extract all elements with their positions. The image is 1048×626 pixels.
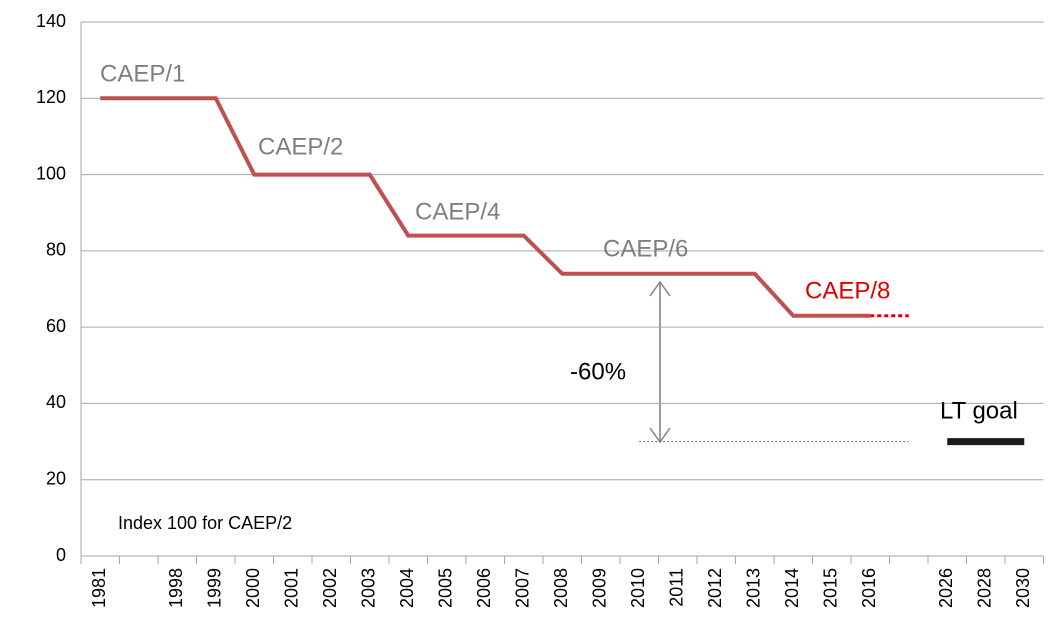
x-tick-label: 2012: [705, 568, 725, 608]
x-tick-label: 1998: [166, 568, 186, 608]
annotation: CAEP/4: [415, 198, 500, 225]
annotation: LT goal: [940, 397, 1018, 424]
x-tick-label: 2002: [320, 568, 340, 608]
y-tick-label: 20: [46, 468, 66, 488]
x-tick-label: 2000: [243, 568, 263, 608]
x-tick-label: 2007: [513, 568, 533, 608]
y-tick-label: 40: [46, 392, 66, 412]
x-tick-label: 2010: [628, 568, 648, 608]
arrow: [649, 280, 671, 444]
annotation: CAEP/8: [805, 277, 890, 304]
annotation: CAEP/6: [603, 235, 688, 262]
x-tick-label: 2030: [1013, 568, 1033, 608]
x-tick-label: 2011: [667, 568, 687, 607]
line-series: [100, 96, 871, 318]
y-tick-label: 100: [36, 163, 66, 183]
x-tick-label: 2015: [821, 568, 841, 608]
x-tick-label: 2014: [782, 568, 802, 608]
x-tick-label: 2028: [975, 568, 995, 608]
annotation: -60%: [570, 358, 626, 385]
y-tick-label: 0: [56, 545, 66, 565]
y-tick-label: 60: [46, 316, 66, 336]
y-tick-label: 140: [36, 11, 66, 31]
annotation: CAEP/1: [100, 60, 185, 87]
x-tick-label: 2026: [936, 568, 956, 608]
y-tick-label: 80: [46, 240, 66, 260]
x-tick-label: 2001: [282, 568, 302, 608]
x-tick-label: 2004: [397, 568, 417, 608]
x-tick-label: 2003: [359, 568, 379, 608]
x-tick-label: 1981: [89, 568, 109, 608]
x-tick-label: 2005: [436, 568, 456, 608]
x-tick-label: 2013: [744, 568, 764, 608]
x-tick-label: 2008: [551, 568, 571, 608]
x-tick-label: 2016: [859, 568, 879, 608]
annotation: Index 100 for CAEP/2: [118, 513, 292, 533]
x-tick-label: 1999: [205, 568, 225, 608]
x-tick-label: 2006: [474, 568, 494, 608]
x-tick-label: 2009: [590, 568, 610, 608]
annotation: CAEP/2: [258, 133, 343, 160]
y-tick-label: 120: [36, 87, 66, 107]
